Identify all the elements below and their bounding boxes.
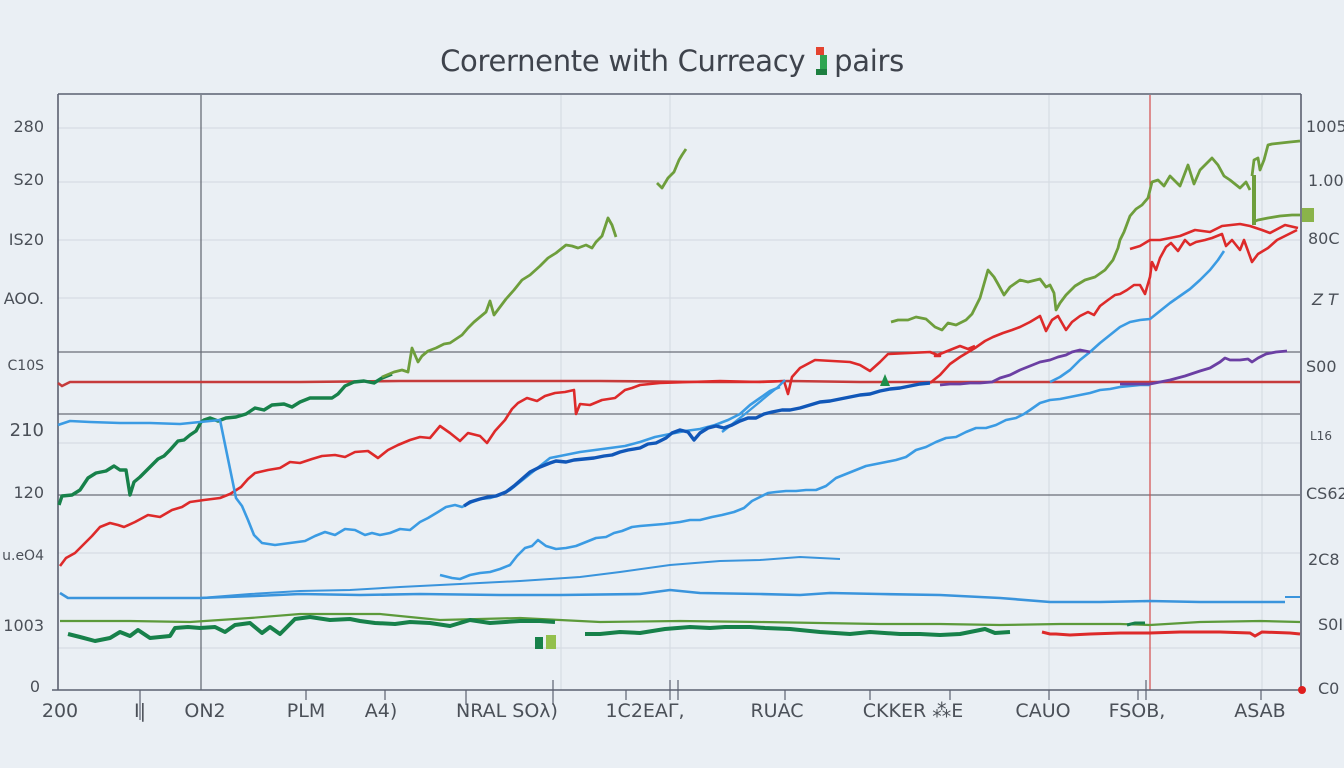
x-tick-marks bbox=[139, 680, 1262, 720]
left-tick-label: u.eO4 bbox=[2, 548, 44, 564]
series-red-upper bbox=[58, 344, 976, 567]
chart-title-text-after: pairs bbox=[834, 44, 904, 78]
series-light-blue-upper bbox=[57, 385, 781, 547]
chart-title-text-before: Corernente with Curreacy bbox=[440, 44, 806, 78]
series-purple bbox=[939, 348, 1091, 387]
right-tick-label: 1005 bbox=[1306, 117, 1344, 136]
x-tick-label: CKKER ⁂E bbox=[862, 700, 964, 722]
right-tick-label: C0 bbox=[1318, 679, 1340, 698]
x-tick-label: 200 bbox=[41, 700, 79, 722]
series-red-upper-3 bbox=[1129, 222, 1299, 251]
axis-frame bbox=[52, 93, 1302, 691]
series-light-blue-steep bbox=[1049, 250, 1226, 384]
left-tick-label: S20 bbox=[13, 170, 44, 189]
major-gridlines bbox=[58, 95, 1300, 690]
left-tick-label: 0 bbox=[29, 677, 40, 696]
green-triangle-marker bbox=[880, 374, 890, 386]
right-tick-label: L16 bbox=[1310, 429, 1332, 443]
x-tick-label: RUAC bbox=[750, 700, 804, 722]
series-light-blue-middle bbox=[439, 383, 1150, 581]
x-tick-label: NRAL SOλ) bbox=[456, 700, 558, 722]
lime-end-marker bbox=[1302, 208, 1314, 222]
x-tick-label: A4) bbox=[364, 700, 398, 722]
series-red-upper-2 bbox=[929, 228, 1298, 385]
right-tick-label: 2C8 bbox=[1308, 550, 1340, 569]
left-tick-label: 210 bbox=[9, 420, 44, 441]
series-light-green-upper-2 bbox=[656, 148, 688, 190]
series-red-flat bbox=[57, 379, 1300, 388]
series-dark-blue bbox=[463, 381, 931, 508]
series-light-blue-lower bbox=[59, 588, 1285, 604]
left-tick-label: C10S bbox=[7, 358, 44, 374]
x-tick-label: PLM bbox=[286, 700, 326, 722]
x-tick-label: ASAB bbox=[1234, 700, 1286, 722]
chart-title: Corernente with Curreacy pairs bbox=[0, 44, 1344, 78]
series-dark-green bbox=[57, 372, 393, 506]
left-tick-label: 1003 bbox=[3, 616, 44, 635]
series-green-right-small bbox=[1126, 621, 1145, 627]
origin-red-dot bbox=[1298, 686, 1306, 694]
left-tick-label: 120 bbox=[13, 483, 44, 502]
minor-gridlines bbox=[58, 95, 1300, 690]
right-tick-label: S00 bbox=[1306, 357, 1337, 376]
series-purple-right bbox=[1120, 349, 1288, 386]
x-tick-label: 1C2EAΓ, bbox=[605, 700, 685, 722]
series-green-lower-left bbox=[67, 615, 556, 643]
left-tick-label: IS20 bbox=[8, 230, 44, 249]
x-tick-label: I| bbox=[133, 700, 147, 722]
x-tick-label: FSOB, bbox=[1108, 700, 1166, 722]
left-tick-label: 280 bbox=[13, 117, 44, 136]
series-light-green-right bbox=[890, 156, 1252, 332]
series-red-lower bbox=[1041, 630, 1301, 638]
right-tick-label: CS62 bbox=[1306, 484, 1344, 503]
right-tick-label: Z T bbox=[1312, 290, 1338, 309]
series-olive-lower bbox=[60, 612, 1301, 627]
series-green-lower-mid bbox=[585, 625, 1011, 637]
right-tick-label: 80C bbox=[1308, 229, 1340, 248]
pair-badge-icon bbox=[816, 47, 828, 77]
series-light-green-upper bbox=[381, 216, 618, 379]
right-tick-label: S0I bbox=[1318, 615, 1344, 634]
x-tick-label: CAUO bbox=[1015, 700, 1071, 722]
x-tick-label: ON2 bbox=[184, 700, 226, 722]
right-tick-label: 1.000 bbox=[1308, 171, 1344, 190]
green-square-marker bbox=[535, 637, 543, 649]
left-tick-label: AOO. bbox=[3, 289, 44, 308]
series-light-green-right-2 bbox=[1250, 139, 1301, 177]
series-light-green-right-3 bbox=[1252, 213, 1300, 224]
series-light-blue-lower-2 bbox=[199, 555, 841, 599]
lime-square-marker bbox=[546, 635, 556, 649]
